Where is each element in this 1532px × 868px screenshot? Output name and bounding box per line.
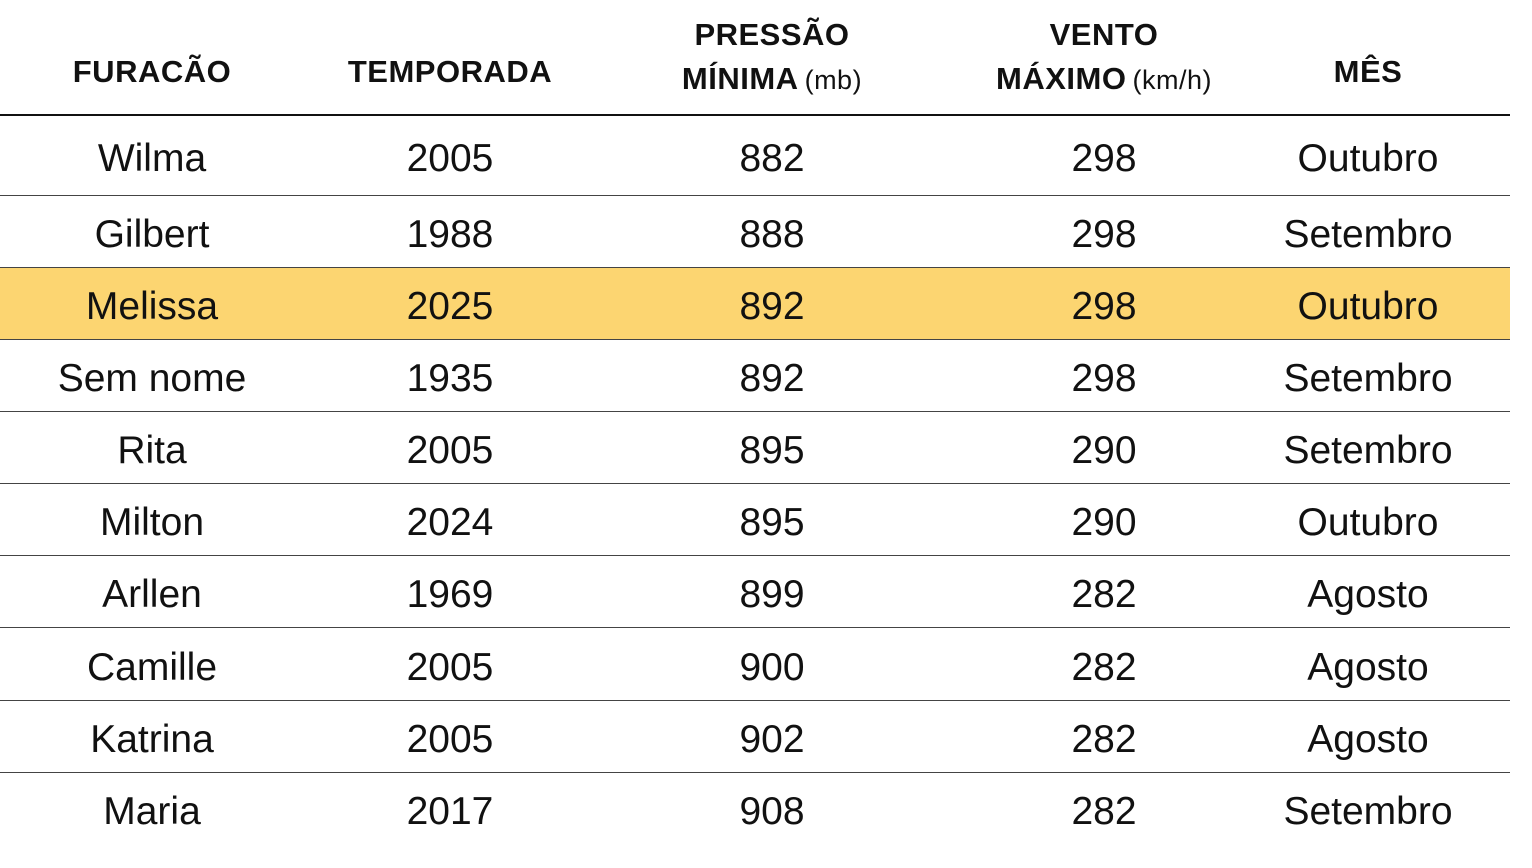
row-rule [0,627,1510,628]
header-text: TEMPORADA [347,54,553,89]
table-cell: Arllen [102,573,202,616]
table-cell: Setembro [1283,790,1453,833]
table-cell: 895 [739,501,805,544]
table-cell: 298 [1071,213,1137,256]
table-cell: 888 [739,213,805,256]
table-cell: 2017 [406,790,494,833]
header-cell: MÊS [1334,52,1403,92]
table-cell: 892 [739,285,805,328]
header-text: MÍNIMA [681,61,799,96]
table-cell: 2005 [406,429,494,472]
table-cell: Katrina [90,718,214,761]
row-rule [0,483,1510,484]
table-cell: 1935 [406,357,494,400]
header-unit: (mb) [804,65,863,95]
table-cell: 282 [1071,573,1137,616]
header-text: PRESSÃO [694,17,850,52]
table-cell: 899 [739,573,805,616]
table-cell: 882 [739,137,805,180]
table-cell: Maria [103,790,201,833]
table-cell: Agosto [1307,573,1429,616]
header-text: VENTO [1049,17,1159,52]
table-cell: Agosto [1307,718,1429,761]
table-cell: 282 [1071,646,1137,689]
table-cell: Agosto [1307,646,1429,689]
header-unit: (km/h) [1132,65,1212,95]
header-text: MÁXIMO [996,61,1127,96]
table-cell: Wilma [97,137,207,180]
header-cell: FURACÃO [73,52,232,92]
table-cell: 2024 [406,501,494,544]
table-cell: 892 [739,357,805,400]
table-cell: 282 [1071,790,1137,833]
table-cell: 1988 [406,213,494,256]
table-cell: 298 [1071,357,1137,400]
row-rule [0,195,1510,196]
table-cell: Setembro [1283,357,1453,400]
row-rule [0,339,1510,340]
row-rule [0,555,1510,556]
table-cell: 298 [1071,137,1137,180]
table-cell: 2005 [406,718,494,761]
table-cell: 290 [1071,429,1137,472]
header-cell: PRESSÃO [694,15,849,55]
table-cell: Melissa [85,285,219,328]
header-cell: MÍNIMA (mb) [682,59,862,100]
table-cell: 2025 [406,285,494,328]
table-cell: 895 [739,429,805,472]
table-cell: Outubro [1297,137,1439,180]
table-cell: Milton [99,501,205,544]
table-cell: Outubro [1297,501,1439,544]
header-rule [0,114,1510,116]
table-cell: Rita [117,429,187,472]
table-cell: Gilbert [94,213,210,256]
header-cell: MÁXIMO (km/h) [996,59,1212,100]
table-cell: 2005 [406,646,494,689]
table-cell: 282 [1071,718,1137,761]
header-text: MÊS [1333,54,1403,89]
table-cell: Camille [86,646,218,689]
highlight-band [0,267,1510,339]
row-rule [0,267,1510,268]
row-rule [0,700,1510,701]
table-cell: 900 [739,646,805,689]
table-cell: Setembro [1283,429,1453,472]
table-cell: 902 [739,718,805,761]
table-cell: Setembro [1283,213,1453,256]
table-cell: 2005 [406,137,494,180]
header-text: FURACÃO [72,54,232,89]
table-cell: 290 [1071,501,1137,544]
table-cell: 298 [1071,285,1137,328]
row-rule [0,411,1510,412]
table-cell: Outubro [1297,285,1439,328]
header-cell: TEMPORADA [348,52,552,92]
table-cell: 1969 [406,573,494,616]
table-cell: Sem nome [57,357,247,400]
header-cell: VENTO [1050,15,1159,55]
row-rule [0,772,1510,773]
table-cell: 908 [739,790,805,833]
